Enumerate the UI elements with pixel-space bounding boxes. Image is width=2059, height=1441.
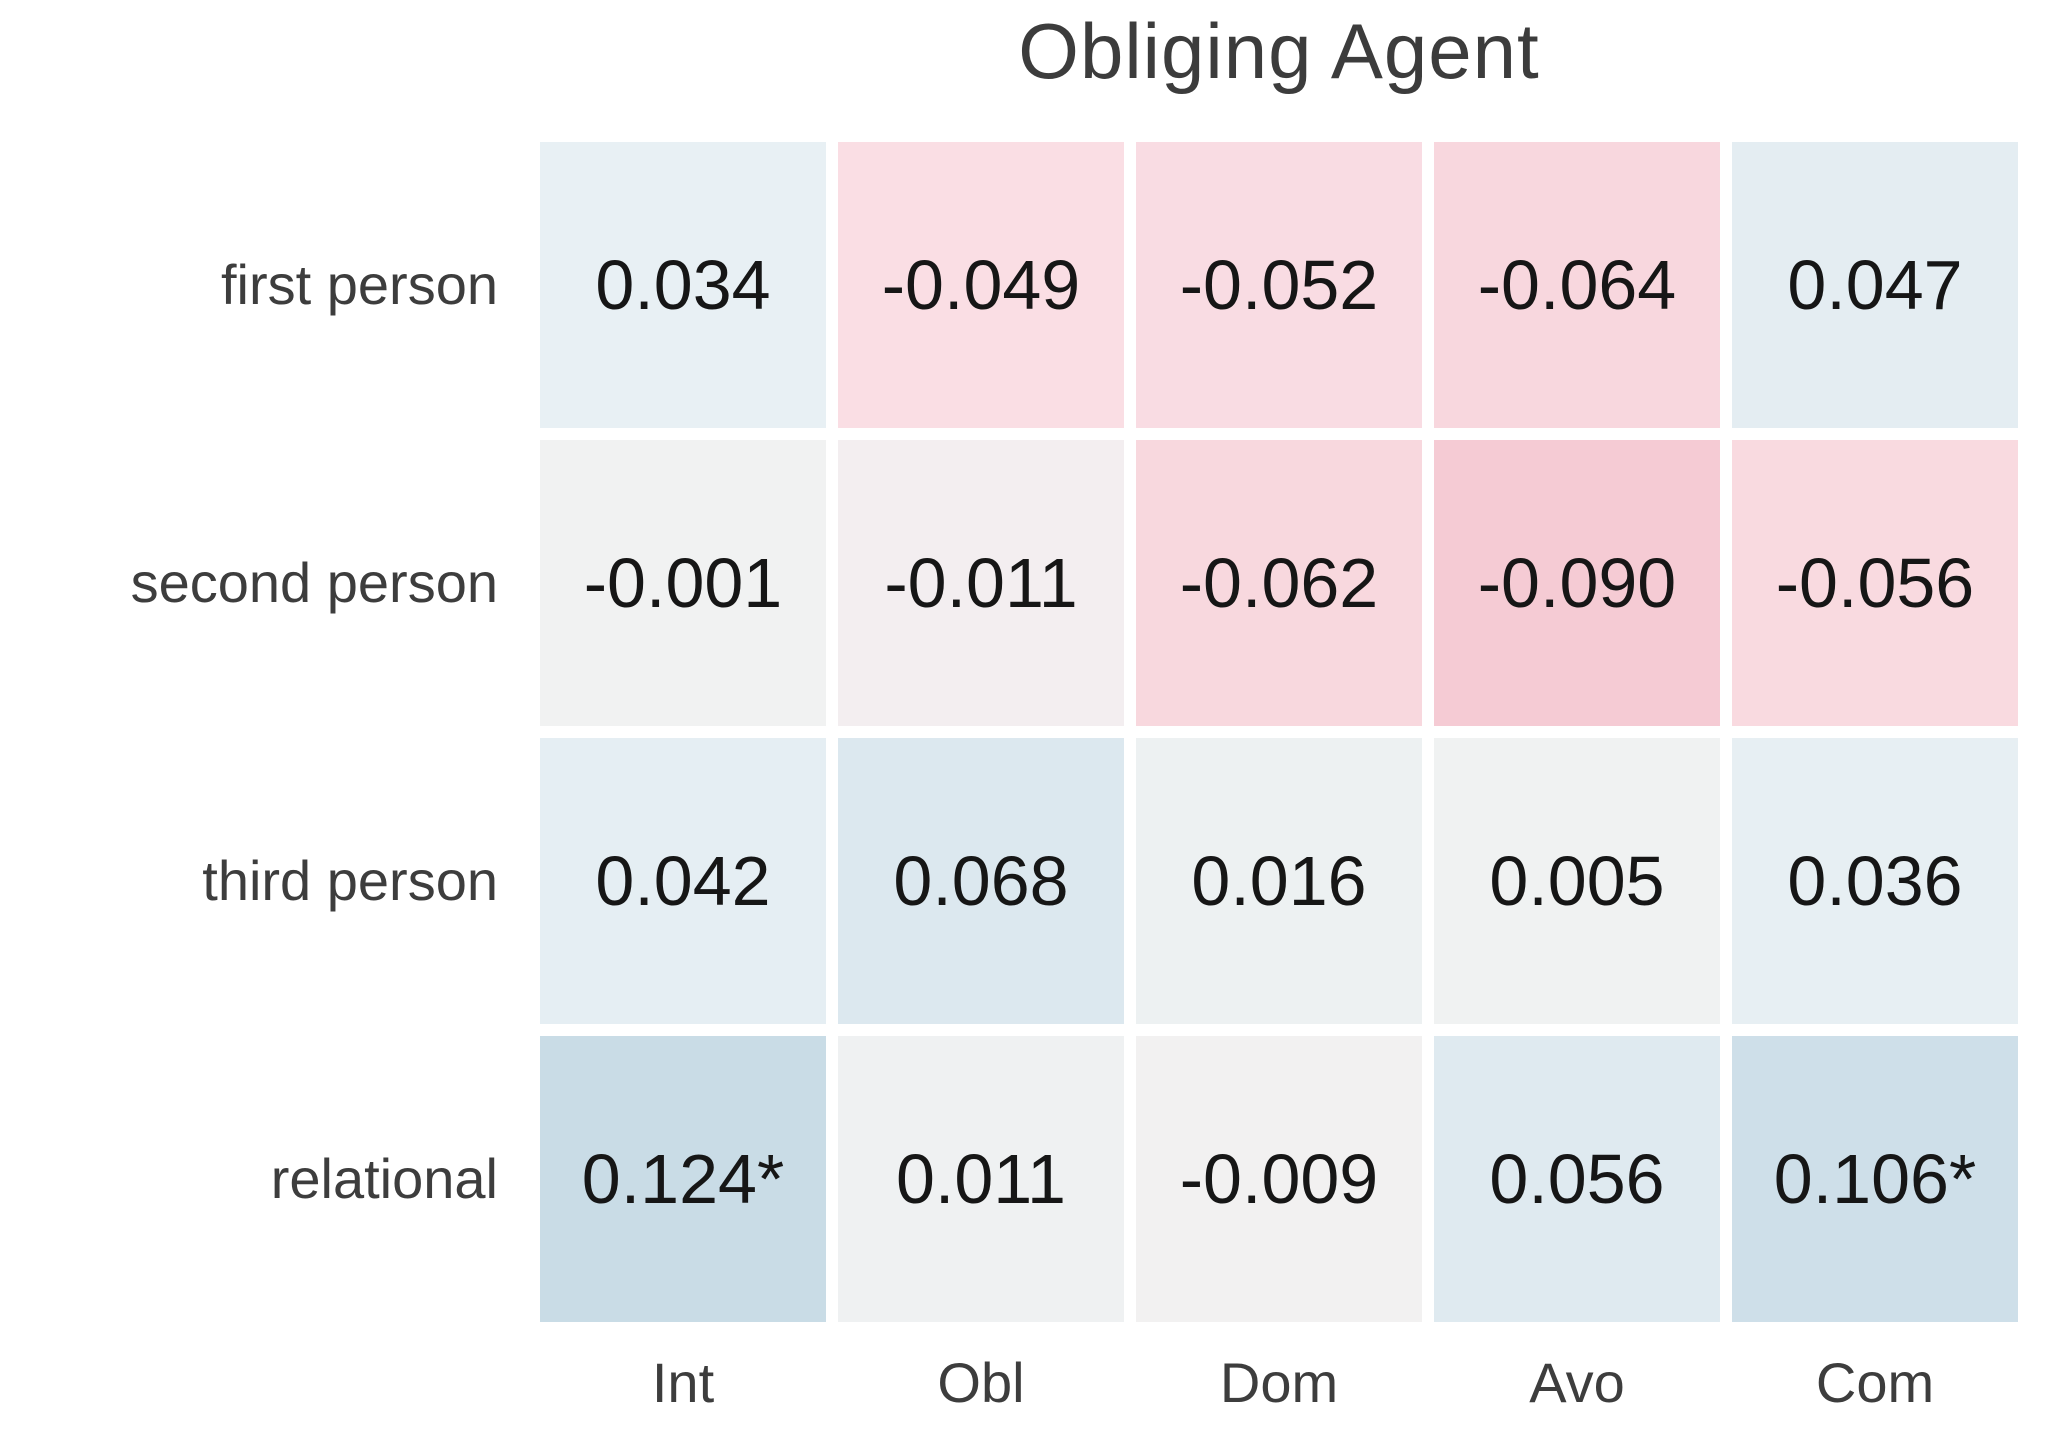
heatmap-cell: 0.011 xyxy=(838,1036,1124,1322)
col-label: Avo xyxy=(1529,1351,1625,1414)
heatmap-cell: 0.068 xyxy=(838,738,1124,1024)
row-label: relational xyxy=(270,1147,498,1210)
heatmap-cell: 0.005 xyxy=(1434,738,1720,1024)
heatmap-cell: -0.009 xyxy=(1136,1036,1422,1322)
heatmap-cell: 0.047 xyxy=(1732,142,2018,428)
heatmap-cell: -0.049 xyxy=(838,142,1124,428)
heatmap-cell: -0.011 xyxy=(838,440,1124,726)
heatmap-cell: 0.124* xyxy=(540,1036,826,1322)
heatmap-cell: -0.056 xyxy=(1732,440,2018,726)
heatmap-cell: 0.056 xyxy=(1434,1036,1720,1322)
col-label: Com xyxy=(1815,1351,1935,1414)
col-label: Obl xyxy=(937,1351,1025,1414)
heatmap-grid: 0.034 -0.049 -0.052 -0.064 0.047 -0.001 -0.011… xyxy=(540,142,2018,1322)
col-label: Dom xyxy=(1219,1351,1339,1414)
row-label: second person xyxy=(130,551,498,614)
heatmap-cell: -0.052 xyxy=(1136,142,1422,428)
row-label: first person xyxy=(221,253,498,316)
heatmap-cell: -0.064 xyxy=(1434,142,1720,428)
col-label: Int xyxy=(651,1351,715,1414)
heatmap-cell: -0.090 xyxy=(1434,440,1720,726)
heatmap-cell: 0.042 xyxy=(540,738,826,1024)
heatmap-cell: 0.034 xyxy=(540,142,826,428)
chart-title: Obliging Agent xyxy=(1018,7,1540,95)
heatmap-cell: -0.001 xyxy=(540,440,826,726)
heatmap-cell: 0.106* xyxy=(1732,1036,2018,1322)
heatmap-cell: 0.036 xyxy=(1732,738,2018,1024)
heatmap-cell: -0.062 xyxy=(1136,440,1422,726)
row-label: third person xyxy=(202,849,498,912)
heatmap-cell: 0.016 xyxy=(1136,738,1422,1024)
